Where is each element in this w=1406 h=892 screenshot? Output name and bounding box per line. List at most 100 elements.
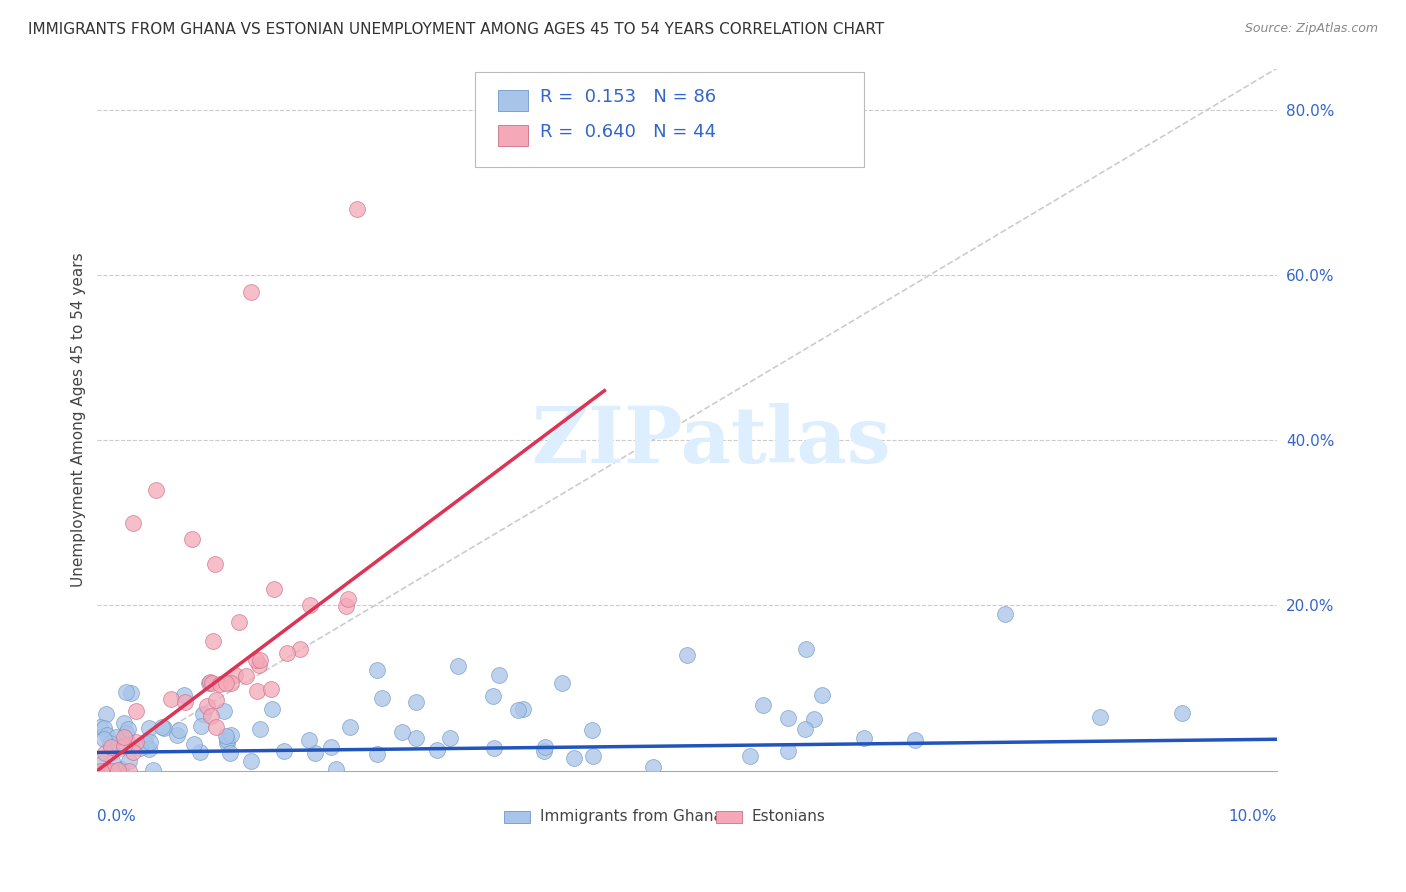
- Bar: [717, 811, 742, 823]
- Point: [263, 582, 285, 596]
- Point: [1088, 710, 1111, 724]
- Text: 10.0%: 10.0%: [1229, 809, 1277, 824]
- Point: [218, 746, 240, 760]
- Point: [217, 732, 239, 747]
- Text: R =  0.153   N = 86: R = 0.153 N = 86: [540, 87, 716, 105]
- Point: [793, 723, 815, 737]
- Point: [201, 676, 224, 690]
- Point: [239, 285, 262, 299]
- Bar: [498, 89, 527, 111]
- Point: [794, 641, 817, 656]
- Point: [205, 720, 228, 734]
- Point: [738, 749, 761, 764]
- Point: [101, 755, 124, 769]
- Point: [166, 728, 188, 742]
- Point: [405, 731, 427, 746]
- Point: [112, 739, 135, 754]
- Point: [138, 721, 160, 735]
- Point: [447, 659, 470, 673]
- Point: [439, 731, 461, 745]
- Point: [110, 763, 132, 777]
- Point: [335, 599, 357, 613]
- Point: [337, 592, 360, 607]
- Point: [121, 745, 143, 759]
- Point: [391, 724, 413, 739]
- Point: [195, 699, 218, 714]
- Text: ZIPatlas: ZIPatlas: [530, 402, 890, 479]
- Point: [247, 657, 270, 672]
- Point: [214, 704, 236, 718]
- Point: [135, 739, 157, 754]
- Point: [202, 634, 225, 648]
- Text: Immigrants from Ghana: Immigrants from Ghana: [540, 809, 723, 824]
- Point: [325, 762, 347, 776]
- Point: [118, 764, 141, 778]
- Point: [125, 704, 148, 718]
- Point: [1171, 706, 1194, 720]
- Point: [215, 729, 238, 743]
- Point: [94, 764, 117, 778]
- Point: [100, 736, 122, 750]
- Point: [288, 641, 311, 656]
- Point: [115, 685, 138, 699]
- Point: [304, 746, 326, 760]
- Text: IMMIGRANTS FROM GHANA VS ESTONIAN UNEMPLOYMENT AMONG AGES 45 TO 54 YEARS CORRELA: IMMIGRANTS FROM GHANA VS ESTONIAN UNEMPL…: [28, 22, 884, 37]
- Point: [93, 721, 115, 735]
- Point: [107, 739, 129, 754]
- Point: [190, 719, 212, 733]
- Point: [366, 747, 388, 761]
- Point: [260, 681, 283, 696]
- Point: [169, 723, 191, 737]
- Point: [110, 762, 132, 776]
- Point: [904, 732, 927, 747]
- Point: [994, 607, 1017, 621]
- Point: [112, 730, 135, 744]
- Point: [124, 735, 146, 749]
- Point: [150, 720, 173, 734]
- Point: [260, 701, 283, 715]
- Point: [224, 668, 246, 682]
- Point: [643, 760, 665, 774]
- Point: [488, 667, 510, 681]
- Point: [273, 744, 295, 758]
- Point: [321, 740, 343, 755]
- Point: [101, 764, 124, 778]
- Point: [100, 739, 122, 754]
- Point: [115, 725, 138, 739]
- Point: [204, 557, 226, 571]
- Point: [139, 735, 162, 749]
- Point: [198, 676, 221, 690]
- Point: [121, 516, 143, 530]
- Point: [138, 742, 160, 756]
- Point: [219, 676, 242, 690]
- Point: [215, 736, 238, 750]
- Point: [200, 674, 222, 689]
- Point: [582, 749, 605, 764]
- Text: R =  0.640   N = 44: R = 0.640 N = 44: [540, 123, 716, 141]
- Point: [93, 746, 115, 760]
- Point: [508, 703, 530, 717]
- Point: [180, 533, 202, 547]
- Point: [205, 693, 228, 707]
- Point: [93, 731, 115, 746]
- Point: [118, 754, 141, 768]
- Point: [90, 764, 112, 778]
- Point: [96, 728, 118, 742]
- Point: [228, 615, 250, 629]
- Point: [339, 720, 361, 734]
- Point: [94, 707, 117, 722]
- Point: [346, 202, 368, 216]
- Point: [297, 732, 319, 747]
- Point: [104, 731, 127, 745]
- Point: [209, 677, 232, 691]
- Point: [776, 744, 799, 758]
- Point: [89, 720, 111, 734]
- FancyBboxPatch shape: [475, 72, 863, 167]
- Point: [160, 692, 183, 706]
- Point: [188, 745, 211, 759]
- Point: [249, 722, 271, 736]
- Bar: [498, 125, 527, 145]
- Point: [366, 663, 388, 677]
- Point: [120, 686, 142, 700]
- Point: [852, 731, 875, 745]
